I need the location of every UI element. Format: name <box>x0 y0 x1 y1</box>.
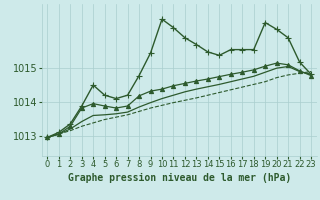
X-axis label: Graphe pression niveau de la mer (hPa): Graphe pression niveau de la mer (hPa) <box>68 173 291 183</box>
